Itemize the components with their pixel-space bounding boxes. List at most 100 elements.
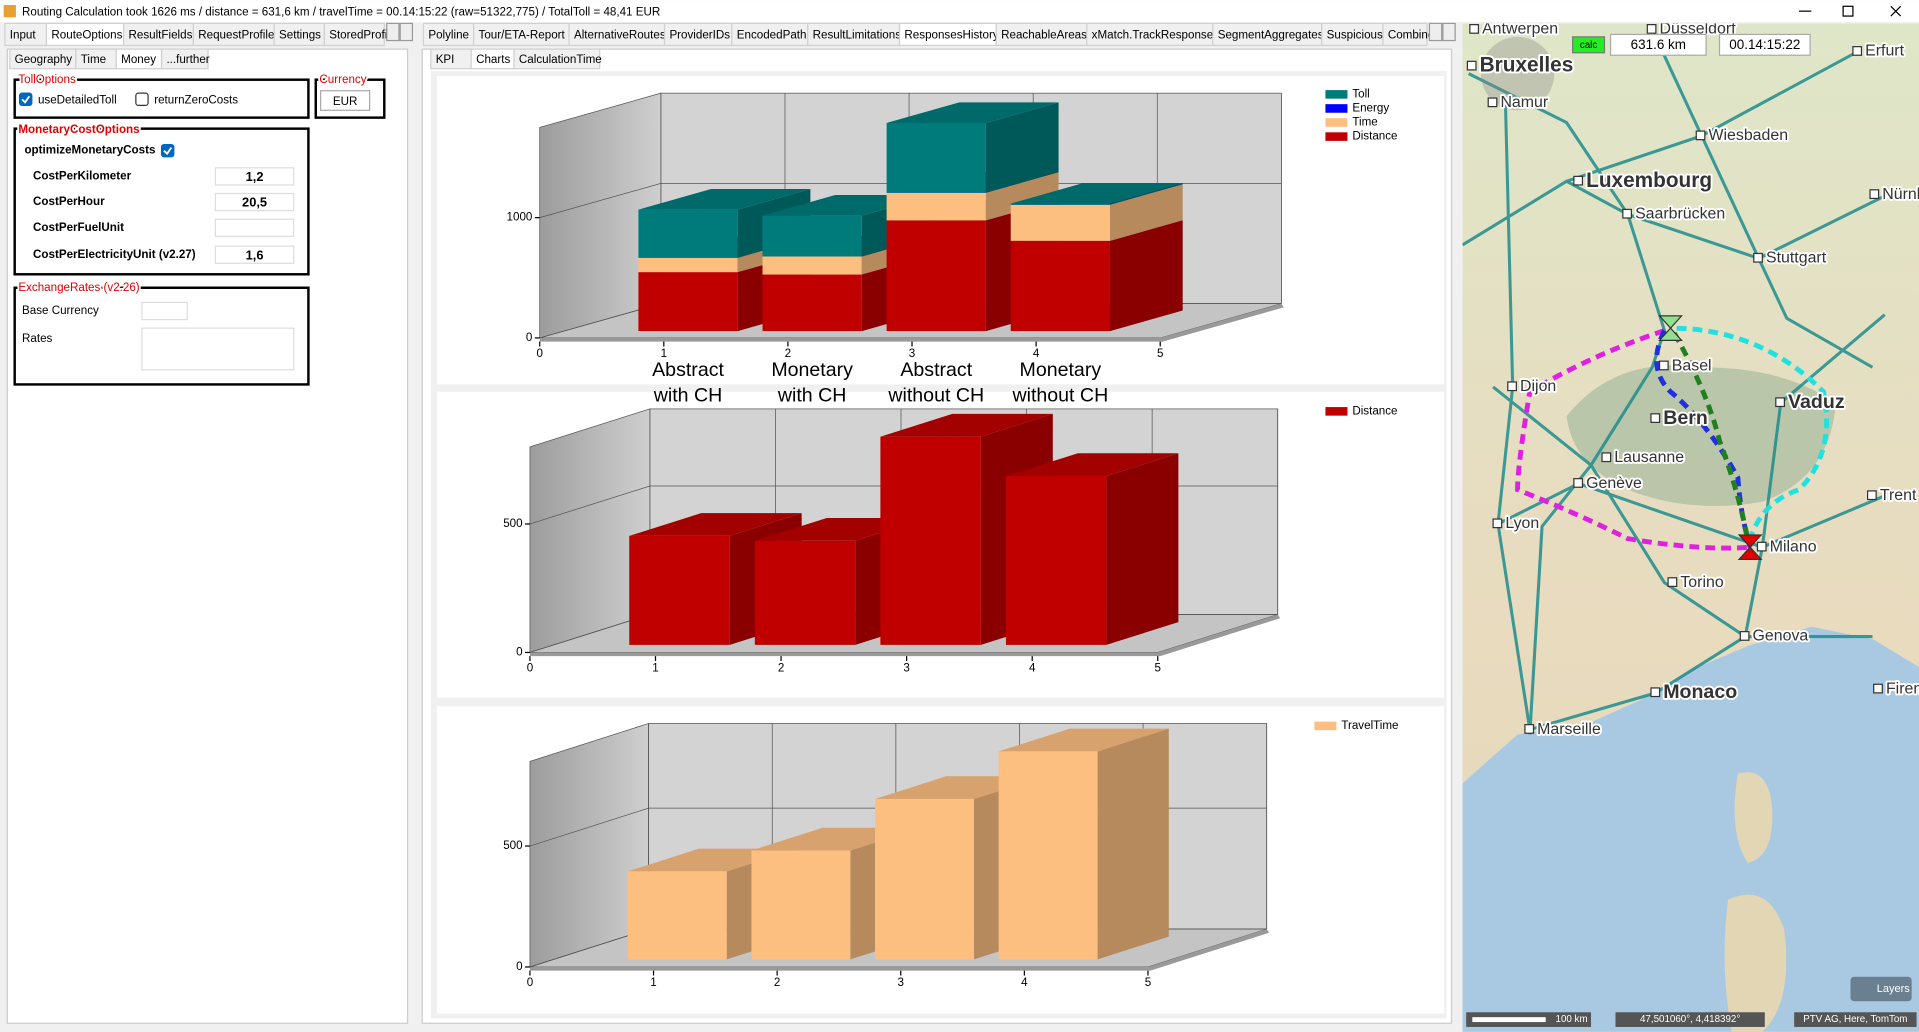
tab-label[interactable]: Input xyxy=(10,29,37,42)
bar-side xyxy=(1097,728,1169,960)
start-marker[interactable] xyxy=(1658,315,1683,341)
checkbox[interactable] xyxy=(135,92,149,107)
tab-label[interactable]: AlternativeRoutes xyxy=(574,29,666,42)
tab-label[interactable]: ResponsesHistory xyxy=(904,29,998,42)
city-label: Lyon xyxy=(1505,515,1539,532)
tab-label[interactable]: ...further xyxy=(166,53,209,66)
y-tick-label: 0 xyxy=(516,960,522,973)
tab-label[interactable]: Money xyxy=(121,53,156,66)
scroll-arrow[interactable] xyxy=(1428,22,1443,42)
legend-label: Distance xyxy=(1352,130,1397,143)
tab-label[interactable]: ProviderIDs xyxy=(669,29,730,42)
tab[interactable] xyxy=(323,22,385,47)
bar-side xyxy=(1109,184,1183,241)
window-controls[interactable] xyxy=(1799,5,1902,17)
bar-top xyxy=(880,413,1053,437)
check-mark xyxy=(21,95,31,104)
x-tick-label: 5 xyxy=(1155,661,1161,674)
legend-swatch xyxy=(1325,132,1348,141)
currency-input[interactable] xyxy=(320,90,371,111)
field-input[interactable] xyxy=(214,218,295,237)
tab-label[interactable]: SegmentAggregates xyxy=(1218,29,1324,42)
tab-label[interactable]: RouteOptions xyxy=(51,29,122,42)
x-tick-label: 4 xyxy=(1021,976,1028,989)
tab-label[interactable]: EncodedPath xyxy=(737,29,807,42)
y-tick-label: 1000 xyxy=(507,211,533,224)
distance-box xyxy=(1609,33,1707,56)
rates-input[interactable] xyxy=(141,327,295,371)
field-input[interactable] xyxy=(214,245,295,264)
field-input[interactable] xyxy=(214,192,295,212)
tab-label[interactable]: Tour/ETA-Report xyxy=(479,29,566,42)
x-tick-label: 2 xyxy=(785,347,791,360)
tab-label[interactable]: Suspicious xyxy=(1327,29,1383,42)
city-marker xyxy=(1866,490,1877,501)
x-tick-label: 0 xyxy=(527,661,533,674)
tab-label[interactable]: Time xyxy=(81,53,106,66)
city-marker xyxy=(1492,518,1503,529)
tab-label[interactable]: Charts xyxy=(476,53,510,66)
legend-label: Distance xyxy=(1352,404,1397,417)
tab-label[interactable]: Geography xyxy=(15,53,73,66)
city-marker xyxy=(1466,60,1477,71)
tab-label[interactable]: xMatch.TrackResponse xyxy=(1092,29,1214,42)
tab-label[interactable]: CalculationTime xyxy=(519,53,602,66)
city-label: Vaduz xyxy=(1788,391,1845,413)
coordinates: 47,501060°, 4,418392° xyxy=(1640,1014,1740,1025)
scroll-arrow[interactable] xyxy=(399,22,414,42)
x-tick-label: 4 xyxy=(1029,661,1036,674)
scroll-arrow[interactable] xyxy=(386,22,400,42)
field-label: CostPerElectricityUnit (v2.27) xyxy=(33,248,196,261)
group-title: TollOptions xyxy=(18,73,76,86)
field-label: CostPerFuelUnit xyxy=(33,221,124,234)
legend-swatch xyxy=(1325,407,1348,416)
tab-label[interactable]: StoredProfil xyxy=(329,29,390,42)
city-label: Genève xyxy=(1586,475,1642,492)
legend-label: Energy xyxy=(1352,102,1389,115)
end-marker[interactable] xyxy=(1737,534,1763,561)
tab-label[interactable]: ResultLimitations xyxy=(813,29,902,42)
routes xyxy=(1515,325,1830,551)
tab-label[interactable]: Combine xyxy=(1388,29,1434,42)
legend-swatch xyxy=(1325,118,1348,127)
tab-label[interactable]: KPI xyxy=(436,53,455,66)
bar xyxy=(1010,240,1110,332)
tab-label[interactable]: RequestProfile xyxy=(198,29,274,42)
scale-label: 100 km xyxy=(1556,1014,1588,1025)
tab-label[interactable]: ResultFields xyxy=(129,29,193,42)
category-label-box: Monetary with CH xyxy=(771,360,853,407)
tab[interactable] xyxy=(1382,22,1428,47)
y-tick-label: 0 xyxy=(516,646,522,659)
scroll-arrow[interactable] xyxy=(1442,22,1456,42)
calc-button[interactable] xyxy=(1572,36,1606,54)
legend-label: Time xyxy=(1352,116,1377,129)
time-text: 00.14:15:22 xyxy=(1729,37,1800,52)
tab-label[interactable]: Settings xyxy=(279,29,321,42)
base-currency-input[interactable] xyxy=(141,301,188,321)
layers-button[interactable] xyxy=(1850,976,1912,1002)
checkbox[interactable] xyxy=(160,143,175,158)
tab-label[interactable]: Polyline xyxy=(428,29,469,42)
city-label: Firen xyxy=(1886,680,1919,697)
tab[interactable] xyxy=(160,48,209,70)
legend-label: Toll xyxy=(1352,87,1369,100)
layers-label: Layers xyxy=(1877,983,1911,995)
field-input[interactable] xyxy=(214,167,295,186)
bar xyxy=(627,871,727,960)
city-label: Torino xyxy=(1680,574,1723,591)
city-marker xyxy=(1756,541,1767,552)
calc-label: calc xyxy=(1580,40,1598,51)
checkbox[interactable] xyxy=(18,92,33,107)
city-label: Stuttgart xyxy=(1766,250,1827,267)
map[interactable]: Antwerpen DüsseldorfErfurtBruxellesNamurW… xyxy=(1462,21,1919,1032)
nav-control[interactable] xyxy=(1480,36,1555,111)
bar xyxy=(638,209,738,258)
tab-label[interactable]: ReachableAreas xyxy=(1001,29,1087,42)
bar xyxy=(638,257,738,273)
bar xyxy=(751,850,851,960)
bar xyxy=(875,799,974,960)
tab[interactable] xyxy=(513,48,601,70)
city-label: Namur xyxy=(1500,94,1548,111)
